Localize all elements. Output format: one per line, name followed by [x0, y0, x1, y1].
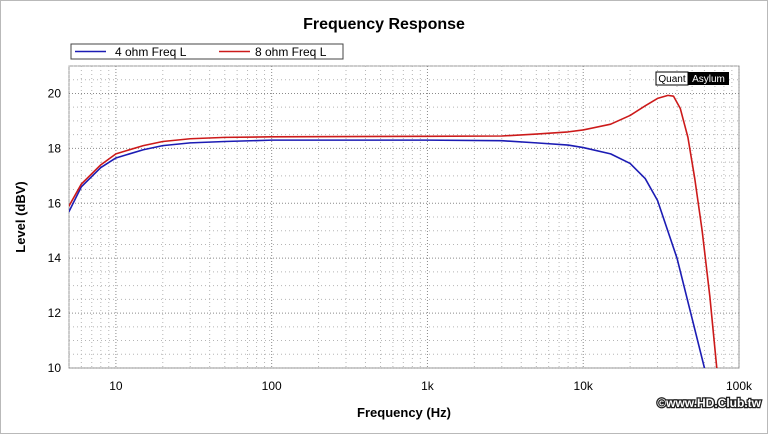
x-tick-label: 100: [262, 379, 282, 393]
y-tick-label: 16: [48, 196, 62, 210]
copyright-text: ©www.HD.Club.tw: [657, 396, 761, 410]
series-line-4ohm: [69, 139, 706, 368]
y-tick-label: 20: [48, 86, 62, 100]
y-tick-label: 18: [48, 141, 62, 155]
y-axis-label: Level (dBV): [13, 181, 28, 253]
y-tick-label: 12: [48, 306, 62, 320]
x-tick-label: 1k: [421, 379, 435, 393]
chart-title: Frequency Response: [303, 16, 465, 33]
grid: [68, 65, 740, 369]
legend-label-4ohm: 4 ohm Freq L: [115, 45, 187, 59]
quantasylum-watermark: Quant Asylum: [655, 71, 729, 86]
y-tick-label: 10: [48, 361, 62, 375]
legend-label-8ohm: 8 ohm Freq L: [255, 45, 327, 59]
x-tick-label: 100k: [726, 379, 753, 393]
series-line-8ohm: [69, 94, 718, 368]
legend: 4 ohm Freq L 8 ohm Freq L: [70, 43, 344, 60]
x-axis-label: Frequency (Hz): [357, 405, 451, 420]
watermark-right: Asylum: [692, 74, 725, 85]
x-tick-label: 10k: [574, 379, 594, 393]
y-tick-label: 14: [48, 251, 62, 265]
y-tick-labels: 10 12 14 16 18 20: [48, 86, 62, 375]
legend-box: [70, 43, 344, 60]
data-series: [69, 94, 718, 368]
watermark-right-box: [688, 72, 729, 85]
x-tick-label: 10: [109, 379, 123, 393]
watermark-left: Quant: [658, 74, 685, 85]
x-tick-labels: 10 100 1k 10k 100k: [109, 379, 753, 393]
